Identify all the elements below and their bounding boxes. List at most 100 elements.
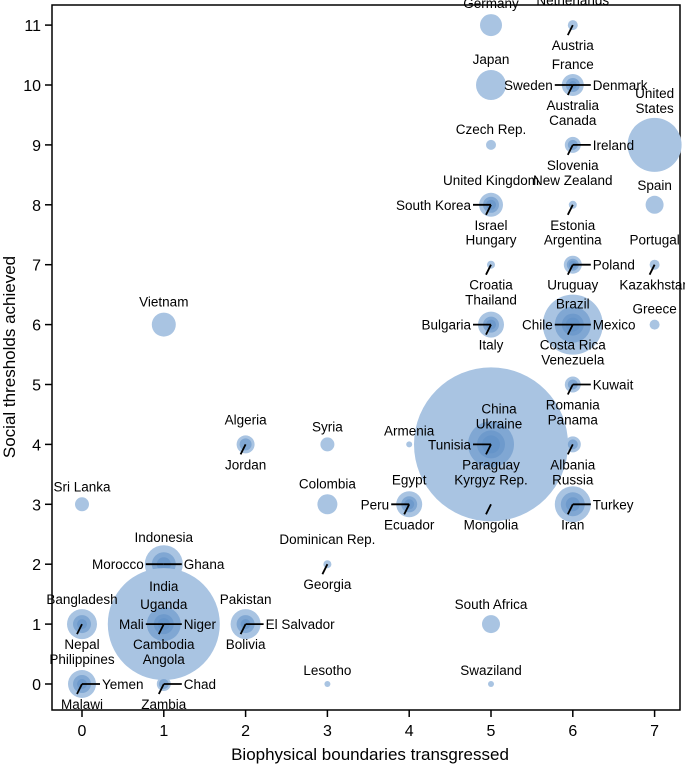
data-point-bubble xyxy=(486,139,496,150)
point-label-united-kingdom: United Kingdom xyxy=(443,173,539,188)
y-tick-label: 3 xyxy=(32,497,41,514)
point-label-dominican-rep: Dominican Rep. xyxy=(279,532,375,547)
point-label-kyrgyz-rep: Kyrgyz Rep. xyxy=(454,472,528,487)
point-label-france: France xyxy=(552,57,594,72)
point-label-india: India xyxy=(149,579,179,594)
y-tick-label: 0 xyxy=(32,677,41,694)
y-tick-label: 8 xyxy=(32,198,41,215)
point-label-lesotho: Lesotho xyxy=(303,663,351,678)
leader-line xyxy=(566,324,574,336)
point-label-czech-rep: Czech Rep. xyxy=(456,122,527,137)
y-tick-label: 9 xyxy=(32,138,41,155)
point-label-yemen: Yemen xyxy=(102,677,144,692)
data-point-bubble xyxy=(324,681,331,687)
point-label-chile: Chile xyxy=(522,318,553,333)
point-label-australia: Australia xyxy=(547,98,600,113)
point-label-sri-lanka: Sri Lanka xyxy=(53,479,111,494)
point-label-jordan: Jordan xyxy=(225,457,266,472)
point-label-ireland: Ireland xyxy=(593,138,634,153)
point-label-algeria: Algeria xyxy=(225,412,268,427)
point-label-turkey: Turkey xyxy=(593,497,634,512)
point-label-armenia: Armenia xyxy=(384,423,435,438)
point-label-ecuador: Ecuador xyxy=(384,517,435,532)
point-label-denmark: Denmark xyxy=(593,78,648,93)
data-point-bubble xyxy=(627,117,682,172)
point-label-japan: Japan xyxy=(473,52,510,67)
x-tick-label: 5 xyxy=(487,723,496,740)
point-label-tunisia: Tunisia xyxy=(428,437,472,452)
point-label-estonia: Estonia xyxy=(550,218,596,233)
point-label-united-states: United xyxy=(635,86,674,101)
point-label-peru: Peru xyxy=(361,497,390,512)
point-label-russia: Russia xyxy=(552,472,594,487)
point-label-el-salvador: El Salvador xyxy=(266,617,336,632)
leader-line xyxy=(566,84,574,96)
x-tick-label: 7 xyxy=(650,723,659,740)
point-label-israel: Israel xyxy=(474,218,507,233)
point-label-indonesia: Indonesia xyxy=(135,530,194,545)
leader-line xyxy=(566,204,574,216)
point-label-egypt: Egypt xyxy=(392,472,427,487)
point-label-netherlands: Netherlands xyxy=(536,0,609,8)
data-point-bubble xyxy=(151,312,176,337)
data-point-bubble xyxy=(317,494,338,515)
point-label-malawi: Malawi xyxy=(61,697,103,712)
x-axis-ticks: 0 1 2 3 4 5 6 7 xyxy=(78,710,659,740)
point-label-morocco: Morocco xyxy=(92,557,144,572)
leader-line xyxy=(648,264,656,276)
leader-line xyxy=(76,623,83,635)
point-label-kuwait: Kuwait xyxy=(593,378,634,393)
x-axis-label: Biophysical boundaries transgressed xyxy=(231,745,509,764)
point-label-vietnam: Vietnam xyxy=(139,295,188,310)
point-label-croatia: Croatia xyxy=(469,278,513,293)
point-label-canada: Canada xyxy=(549,113,597,128)
leader-line xyxy=(485,503,492,515)
x-tick-label: 2 xyxy=(241,723,250,740)
leader-line xyxy=(485,264,492,276)
point-label-bangladesh: Bangladesh xyxy=(46,592,117,607)
point-label-thailand: Thailand xyxy=(465,293,517,308)
y-tick-label: 10 xyxy=(23,78,41,95)
point-label-paraguay: Paraguay xyxy=(462,457,520,472)
leader-line xyxy=(403,503,411,515)
x-tick-label: 6 xyxy=(568,723,577,740)
y-tick-label: 6 xyxy=(32,318,41,335)
point-label-costa-rica: Costa Rica xyxy=(540,338,607,353)
y-tick-label: 7 xyxy=(32,258,41,275)
x-tick-label: 4 xyxy=(405,723,414,740)
point-label-iran: Iran xyxy=(561,517,584,532)
point-label-bolivia: Bolivia xyxy=(226,637,266,652)
y-axis-ticks: 0 1 2 3 4 5 6 7 8 9 10 11 xyxy=(23,18,52,694)
plot-frame xyxy=(51,4,681,711)
leader-line xyxy=(566,443,574,455)
point-label-germany: Germany xyxy=(463,0,519,11)
point-label-panama: Panama xyxy=(548,412,599,427)
point-label-portugal: Portugal xyxy=(629,233,679,248)
data-point-bubble xyxy=(645,195,664,214)
point-label-mali: Mali xyxy=(119,617,144,632)
leader-line xyxy=(321,563,329,575)
point-label-south-korea: South Korea xyxy=(396,198,472,213)
leader-line xyxy=(239,623,247,635)
point-label-sweden: Sweden xyxy=(504,78,553,93)
point-label-ghana: Ghana xyxy=(184,557,225,572)
point-label-greece: Greece xyxy=(632,302,676,317)
point-label-austria: Austria xyxy=(552,38,595,53)
point-label-niger: Niger xyxy=(184,617,217,632)
point-label-cambodia: Cambodia xyxy=(133,637,195,652)
leader-line xyxy=(157,683,165,695)
point-label-argentina: Argentina xyxy=(544,233,602,248)
leader-line xyxy=(485,324,492,336)
point-label-philippines: Philippines xyxy=(49,652,115,667)
data-point-bubble xyxy=(75,497,89,512)
point-label-spain: Spain xyxy=(637,178,672,193)
leader-line xyxy=(566,264,574,276)
y-tick-label: 5 xyxy=(32,378,41,395)
leader-line xyxy=(157,623,165,635)
y-tick-label: 1 xyxy=(32,617,41,634)
point-label-uruguay: Uruguay xyxy=(547,278,598,293)
x-tick-label: 1 xyxy=(159,723,168,740)
point-label-united-states-line2: States xyxy=(635,101,674,116)
point-label-bulgaria: Bulgaria xyxy=(421,318,471,333)
